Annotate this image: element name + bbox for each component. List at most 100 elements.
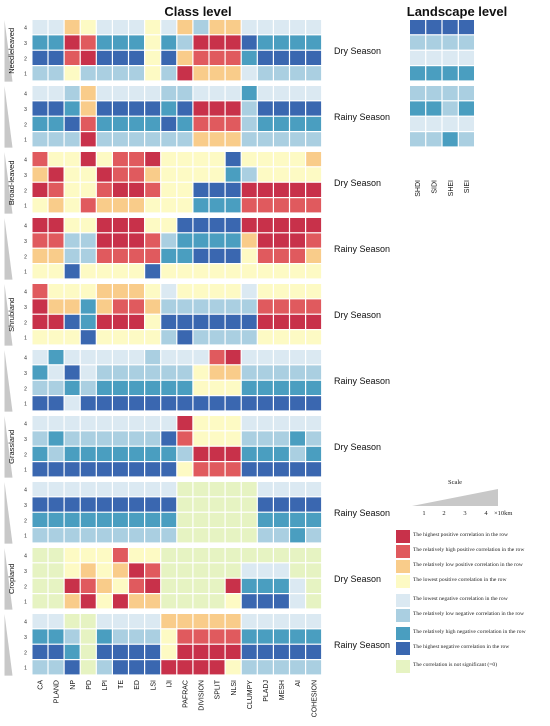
heatmap-cell [274,563,289,578]
scale-unit: ×10km [494,510,512,517]
heatmap-cell [96,101,112,116]
heatmap-cell [193,299,209,314]
heatmap-cell [241,396,257,411]
season-label: Rainy Season [334,640,390,650]
heatmap-cell [177,66,193,81]
heatmap-cell [145,594,161,609]
heatmap-cell [225,132,241,147]
heatmap-cell [257,660,273,675]
heatmap-cell [177,132,193,147]
heatmap-cell [64,314,80,329]
heatmap-cell [129,314,144,329]
heatmap-cell [225,86,241,101]
heatmap-cell [209,629,225,644]
heatmap-cell [241,629,257,644]
heatmap-cell [257,614,273,629]
heatmap-cell [129,218,144,233]
legend-label: The correlation is not significant (=0) [413,661,497,668]
heatmap-cell [306,365,322,380]
heatmap-cell [113,446,128,461]
heatmap-cell [225,482,241,497]
heatmap-cell [129,233,144,248]
heatmap-cell [129,20,144,35]
heatmap-cell [193,528,209,543]
heatmap-cell [177,446,193,461]
heatmap-cell [306,50,322,65]
heatmap-cell [80,660,96,675]
season-label: Dry Season [334,574,381,584]
heatmap-cell [64,284,80,299]
heatmap-cell [274,365,289,380]
heatmap-cell [113,66,128,81]
row-tick-label: 4 [24,554,27,560]
column-label: LSI [150,680,157,691]
heatmap-cell [177,431,193,446]
heatmap-cell [209,35,225,50]
heatmap-cell [209,594,225,609]
row-tick-label: 2 [24,188,27,194]
heatmap-cell [274,264,289,279]
heatmap-cell [274,132,289,147]
column-label: SPLIT [215,679,222,699]
heatmap-cell [241,350,257,365]
heatmap-cell [48,462,64,477]
heatmap-cell [241,198,257,213]
heatmap-cell [113,482,128,497]
column-label: DIVISION [199,680,206,711]
heatmap-cell [193,314,209,329]
row-tick-label: 3 [24,569,27,575]
row-tick-label: 4 [24,26,27,32]
heatmap-cell [161,396,177,411]
legend-swatch [396,530,410,543]
heatmap-cell [257,462,273,477]
category-label: Cropland [7,564,16,594]
heatmap-cell [290,198,305,213]
landscape-cell [426,86,442,101]
heatmap-cell [290,380,305,395]
heatmap-cell [193,218,209,233]
row-tick-label: 3 [24,437,27,443]
heatmap-cell [241,548,257,563]
heatmap-cell [64,330,80,345]
heatmap-cell [209,248,225,263]
heatmap-cell [177,50,193,65]
heatmap-cell [48,198,64,213]
row-tick-label: 4 [24,488,27,494]
heatmap-cell [64,248,80,263]
heatmap-cell [145,66,161,81]
heatmap-cell [32,132,48,147]
heatmap-cell [48,182,64,197]
heatmap-cell [177,660,193,675]
heatmap-cell [96,350,112,365]
row-tick-label: 4 [24,422,27,428]
heatmap-cell [48,563,64,578]
heatmap-cell [129,497,144,512]
heatmap-cell [64,116,80,131]
heatmap-cell [209,396,225,411]
heatmap-cell [145,512,161,527]
heatmap-cell [290,350,305,365]
heatmap-cell [129,365,144,380]
row-tick-label: 1 [24,336,27,342]
heatmap-cell [113,299,128,314]
heatmap-cell [177,218,193,233]
landscape-cell [426,101,442,116]
heatmap-cell [274,86,289,101]
heatmap-cell [274,233,289,248]
heatmap-cell [209,182,225,197]
heatmap-cell [306,350,322,365]
row-tick-label: 3 [24,503,27,509]
heatmap-cell [48,365,64,380]
legend-item: The relatively high positive correlation… [396,545,525,558]
heatmap-cell [241,284,257,299]
heatmap-cell [257,248,273,263]
heatmap-cell [177,528,193,543]
heatmap-cell [113,528,128,543]
heatmap-cell [32,416,48,431]
season-label: Dry Season [334,178,381,188]
heatmap-cell [96,563,112,578]
heatmap-cell [193,233,209,248]
heatmap-cell [161,578,177,593]
heatmap-cell [145,548,161,563]
landscape-cell [442,101,458,116]
